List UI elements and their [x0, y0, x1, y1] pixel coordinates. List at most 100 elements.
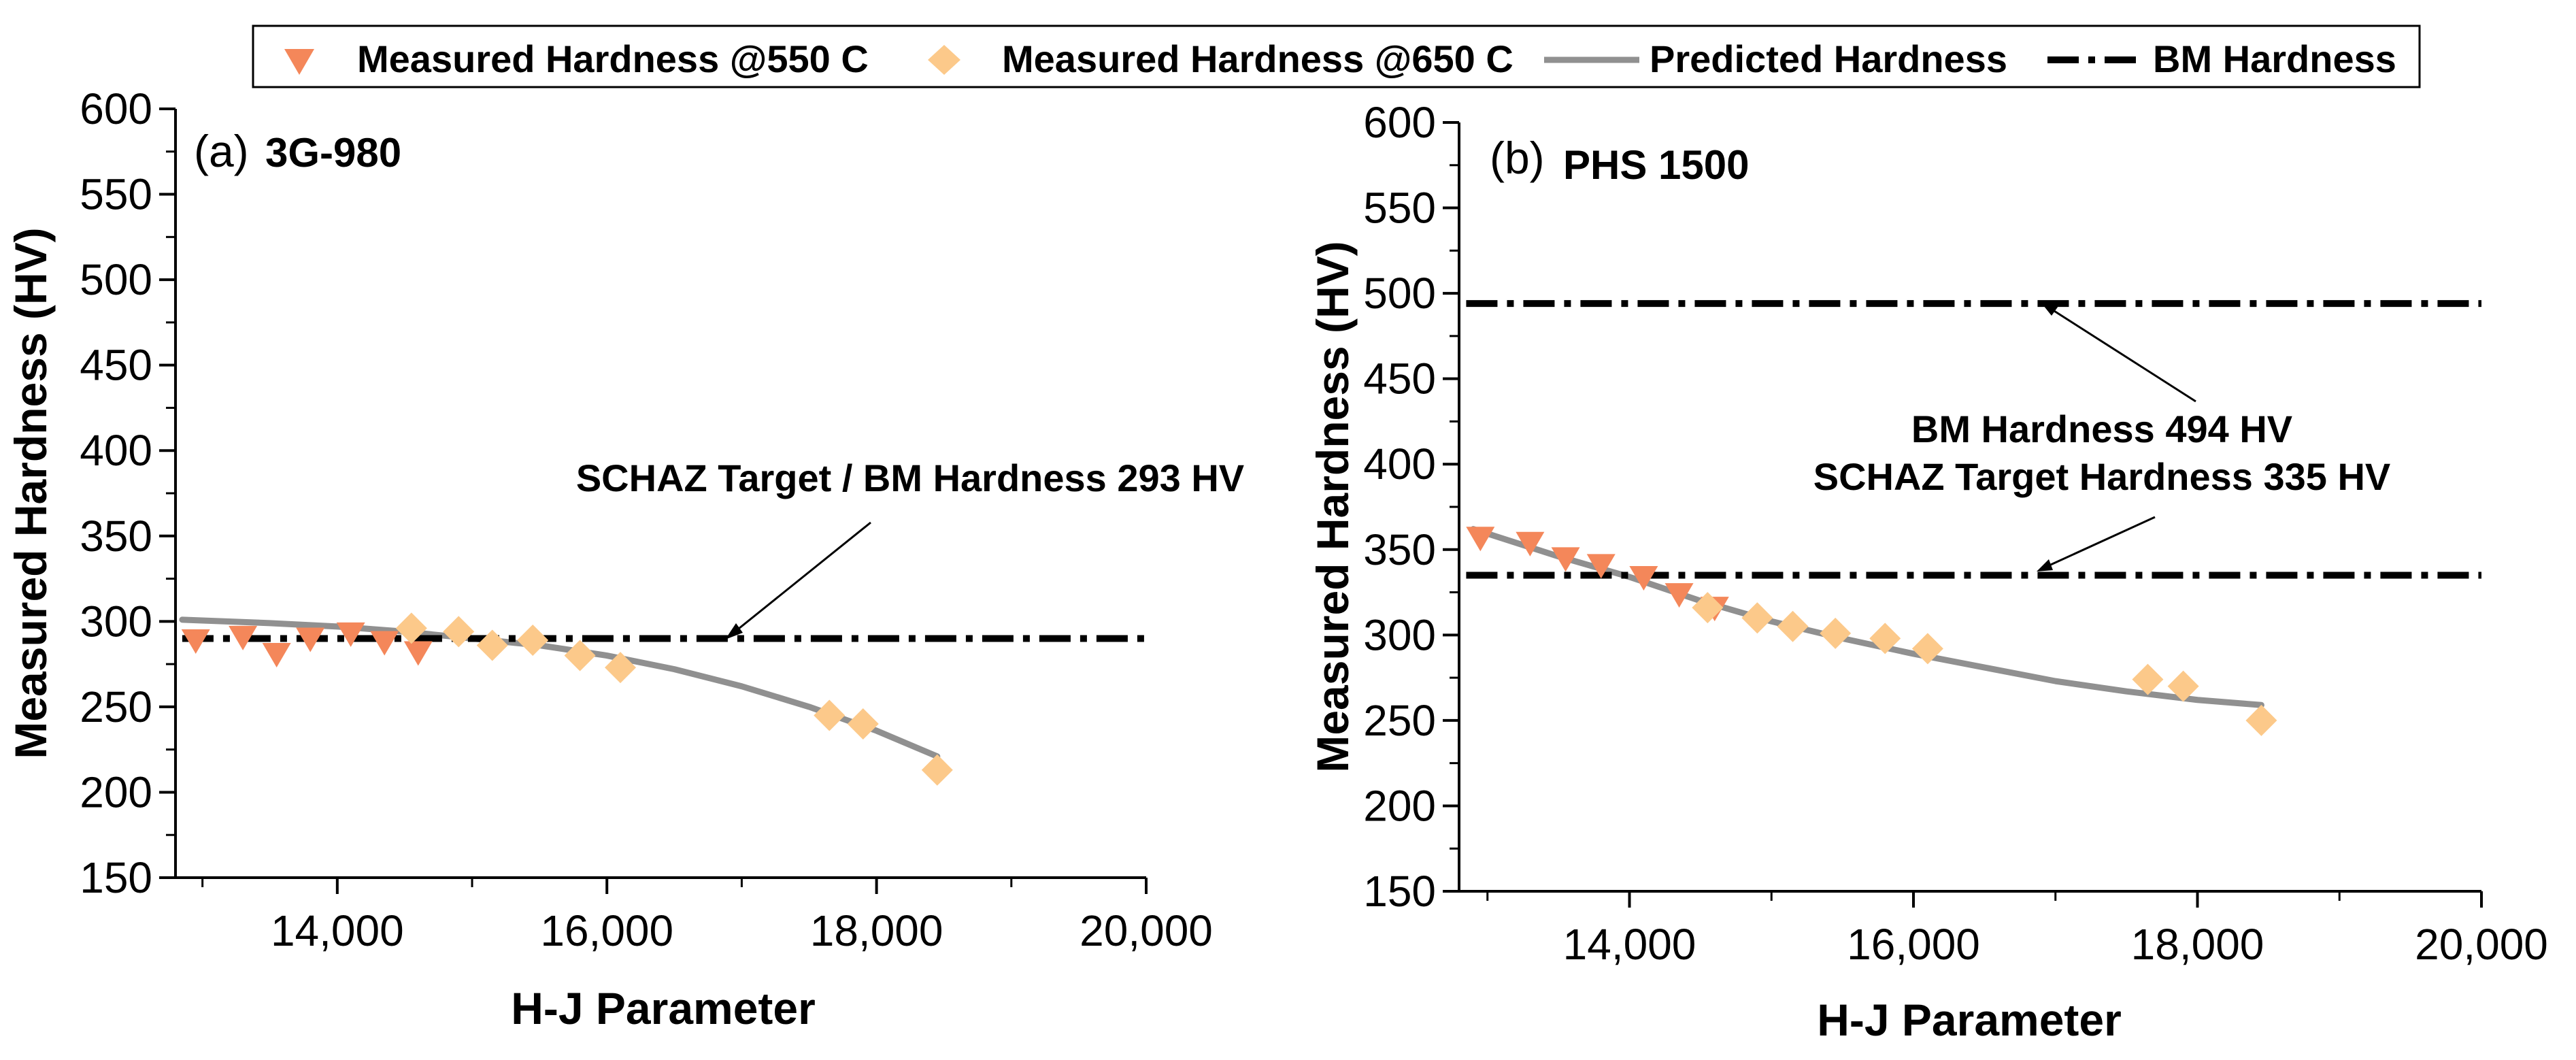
legend-label-predicted: Predicted Hardness [1650, 37, 2007, 80]
annotation-arrow-bm-b [2048, 306, 2196, 403]
panel-tag-b: (b) [1490, 133, 1545, 183]
point-550-b [1586, 554, 1616, 579]
point-650-a [814, 699, 846, 731]
point-550-b [1551, 547, 1580, 572]
x-tick-label-b: 16,000 [1847, 920, 1980, 969]
point-650-a [564, 640, 596, 672]
panel-title-a: 3G-980 [265, 130, 401, 176]
panel-a: 150 200 250 300 350 400 450 500 550 600 14,000 16,… [5, 84, 1244, 1033]
point-550-a [296, 627, 325, 652]
y-tick-label-a: 250 [80, 682, 152, 731]
point-650-b [2132, 663, 2164, 695]
point-650-a [847, 708, 879, 740]
lines-a [179, 616, 1146, 760]
y-axis-a: 150 200 250 300 350 400 450 500 550 600 [80, 84, 175, 902]
panel-b: 150 200 250 300 350 400 450 500 550 600 14,000 16,… [1307, 98, 2548, 1045]
legend-label-650: Measured Hardness @650 C [1002, 37, 1513, 80]
x-tick-label-b: 20,000 [2415, 920, 2548, 969]
point-650-b [2167, 670, 2199, 702]
panel-title-b: PHS 1500 [1563, 142, 1750, 188]
legend-label-bm: BM Hardness [2153, 37, 2396, 80]
x-tick-label-b: 14,000 [1563, 920, 1696, 969]
x-axis-title-b: H-J Parameter [1817, 995, 2122, 1045]
annotation-arrow-a [731, 521, 871, 635]
point-650-b [1911, 633, 1943, 665]
markers-b [1466, 527, 2277, 736]
point-650-a [476, 629, 508, 661]
y-axis-title-a: Measured Hardness (HV) [5, 227, 56, 759]
point-650-a [443, 616, 475, 648]
legend-item-550: Measured Hardness @550 C [284, 37, 869, 80]
x-axis-title-a: H-J Parameter [511, 983, 816, 1033]
point-650-b [1692, 592, 1724, 624]
markers-a [181, 612, 953, 786]
point-650-b [1820, 617, 1852, 649]
point-550-a [403, 641, 433, 666]
y-tick-label-b: 200 [1363, 781, 1436, 830]
point-550-a [370, 631, 399, 656]
y-tick-label-a: 450 [80, 341, 152, 390]
y-tick-label-a: 200 [80, 767, 152, 816]
legend: Measured Hardness @550 C Measured Hardne… [252, 24, 2421, 88]
lines-b [1466, 300, 2481, 708]
y-axis-title-b: Measured Hardness (HV) [1307, 241, 1358, 772]
point-550-a [181, 629, 210, 654]
y-tick-label-b: 150 [1363, 867, 1436, 916]
point-550-a [229, 625, 258, 650]
y-tick-label-a: 150 [80, 853, 152, 902]
x-tick-label-a: 14,000 [271, 906, 404, 955]
annotation-a: SCHAZ Target / BM Hardness 293 HV [576, 457, 1244, 640]
point-550-a [262, 643, 291, 668]
annotation-arrowhead-icon [725, 623, 743, 640]
annotation-text-schaz-b: SCHAZ Target Hardness 335 HV [1813, 455, 2391, 498]
y-tick-label-a: 300 [80, 597, 152, 646]
y-tick-label-a: 550 [80, 170, 152, 219]
annotation-text-bm-b: BM Hardness 494 HV [1911, 408, 2292, 450]
annotation-b: BM Hardness 494 HV SCHAZ Target Hardness… [1813, 302, 2391, 572]
y-tick-label-b: 250 [1363, 696, 1436, 745]
point-550-b [1516, 531, 1545, 557]
point-650-b [1741, 602, 1773, 634]
x-tick-label-a: 20,000 [1080, 906, 1213, 955]
y-tick-label-b: 600 [1363, 98, 1436, 147]
legend-label-550: Measured Hardness @550 C [357, 37, 869, 80]
y-tick-label-b: 550 [1363, 184, 1436, 233]
legend-item-bm: BM Hardness [2047, 37, 2396, 80]
y-tick-label-a: 350 [80, 512, 152, 561]
annotation-arrow-schaz-b [2044, 516, 2156, 569]
annotation-arrowhead-bm-icon [2041, 302, 2058, 316]
x-axis-a: 14,000 16,000 18,000 20,000 [201, 878, 1213, 955]
point-550-b [1665, 583, 1694, 608]
annotation-text-schaz-bm-a: SCHAZ Target / BM Hardness 293 HV [576, 457, 1244, 499]
y-tick-label-b: 500 [1363, 269, 1436, 318]
point-550-b [1629, 565, 1658, 591]
panel-tag-a: (a) [194, 126, 249, 176]
x-tick-label-a: 18,000 [810, 906, 943, 955]
y-tick-label-b: 400 [1363, 440, 1436, 488]
point-650-b [1869, 623, 1901, 655]
point-650-a [395, 612, 427, 644]
point-650-b [2245, 704, 2277, 736]
point-650-b [1777, 610, 1809, 642]
legend-marker-triangle-icon [284, 49, 314, 75]
point-550-b [1466, 527, 1495, 552]
legend-item-predicted: Predicted Hardness [1544, 37, 2007, 80]
annotation-arrowhead-schaz-icon [2037, 559, 2053, 572]
point-650-a [517, 624, 549, 656]
y-tick-label-a: 400 [80, 426, 152, 475]
y-axis-b: 150 200 250 300 350 400 450 500 550 600 [1363, 98, 1459, 916]
legend-marker-diamond-icon [928, 45, 960, 75]
y-tick-label-b: 450 [1363, 354, 1436, 403]
y-tick-label-a: 500 [80, 255, 152, 304]
point-550-a [336, 622, 365, 647]
x-tick-label-b: 18,000 [2131, 920, 2264, 969]
y-tick-label-a: 600 [80, 84, 152, 133]
point-650-a [921, 754, 953, 786]
legend-item-650: Measured Hardness @650 C [928, 37, 1513, 80]
y-tick-label-b: 350 [1363, 525, 1436, 574]
y-tick-label-b: 300 [1363, 610, 1436, 659]
point-650-a [605, 652, 637, 684]
x-axis-b: 14,000 16,000 18,000 20,000 [1486, 891, 2548, 969]
x-tick-label-a: 16,000 [540, 906, 673, 955]
